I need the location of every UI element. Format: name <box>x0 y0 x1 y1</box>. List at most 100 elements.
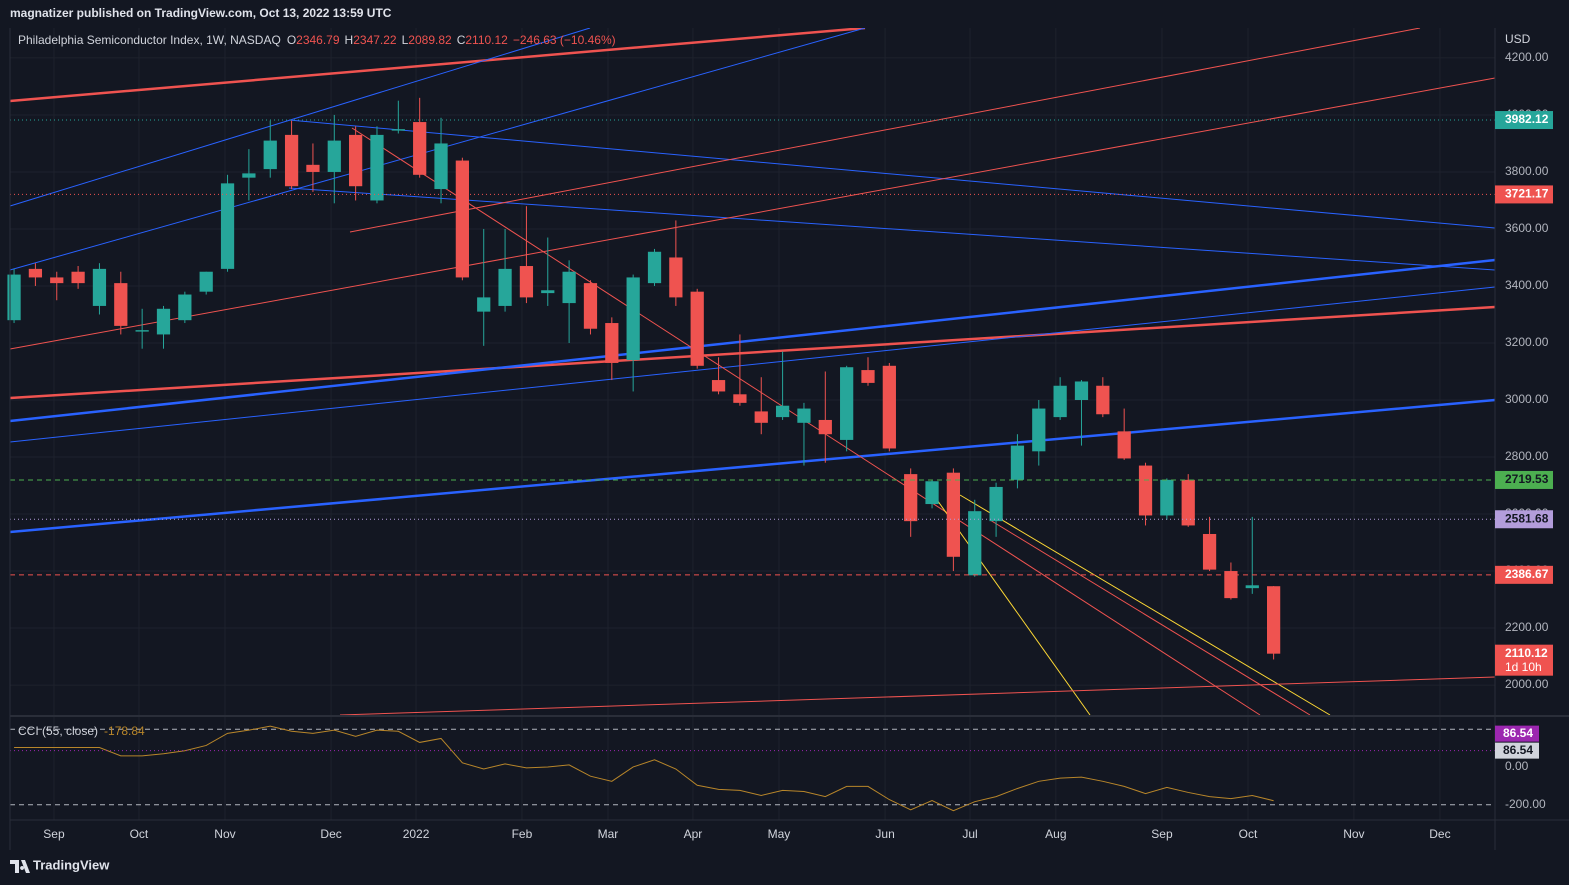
candle-body <box>925 481 939 505</box>
y-tick-label: 3000.00 <box>1505 392 1549 406</box>
y-tick-label: 3400.00 <box>1505 278 1549 292</box>
price-label: 2581.68 <box>1505 511 1549 525</box>
candle-body <box>669 257 683 298</box>
logo <box>10 860 30 873</box>
candle-body <box>263 140 277 170</box>
y-tick-label: 3200.00 <box>1505 335 1549 349</box>
x-tick-label: Mar <box>598 827 619 841</box>
axes <box>0 28 1569 850</box>
candle-body <box>840 367 854 440</box>
bottom-bar <box>0 850 1569 885</box>
legend-title: Philadelphia Semiconductor Index, 1W, NA… <box>18 33 281 47</box>
candle-body <box>434 143 448 190</box>
x-tick-label: Jun <box>875 827 894 841</box>
candle-body <box>1010 445 1025 480</box>
indicator-value: -178.84 <box>104 724 145 738</box>
trend-line <box>9 286 1496 443</box>
grid <box>10 28 1495 820</box>
candle-body <box>1074 381 1089 401</box>
candle-body <box>1117 431 1131 459</box>
price-label-box <box>1495 470 1553 489</box>
candle-body <box>1245 585 1259 589</box>
ohlc-value: 2346.79 <box>296 33 340 47</box>
x-tick-label: Dec <box>320 827 341 841</box>
candle-body <box>477 297 491 312</box>
x-tick-label: Sep <box>43 827 65 841</box>
currency: USD <box>1505 32 1531 46</box>
candle-body <box>7 274 21 321</box>
trend-line <box>9 305 1496 400</box>
price-label-box <box>1495 185 1553 204</box>
indicator-line <box>14 725 1274 812</box>
ohlc-key: H <box>345 33 354 47</box>
last-price-label: 2110.12 <box>1505 646 1548 660</box>
candle-body <box>626 277 640 361</box>
candle-body <box>904 474 918 522</box>
indicator-legend: CCI (55, close) -178.84 <box>18 724 145 738</box>
candle-body <box>327 140 341 172</box>
candle-body <box>541 290 555 294</box>
legend: Philadelphia Semiconductor Index, 1W, NA… <box>18 33 616 47</box>
candle-body <box>349 134 363 187</box>
y-tick-label: 0.00 <box>1505 759 1529 773</box>
candle-body <box>220 183 235 269</box>
countdown-label: 1d 10h <box>1505 660 1542 674</box>
candle-body <box>583 283 598 329</box>
marker-label: 86.54 <box>1503 743 1533 757</box>
ohlc-key: C <box>457 33 466 47</box>
candle-body <box>391 129 405 131</box>
candle-body <box>797 408 811 423</box>
indicator-title: CCI (55, close) <box>18 724 98 738</box>
x-tick-label: Oct <box>1239 827 1258 841</box>
ohlc-key: O <box>287 33 296 47</box>
candle-body <box>135 330 149 332</box>
marker-box <box>1495 742 1539 759</box>
x-tick-label: Nov <box>214 827 235 841</box>
candle-body <box>1181 479 1195 526</box>
candle-body <box>498 268 512 306</box>
candle-body <box>370 134 384 201</box>
ohlc-key: L <box>402 33 409 47</box>
candle-body <box>284 134 299 187</box>
x-tick-label: Jul <box>962 827 977 841</box>
trend-line <box>9 77 1496 350</box>
marker-box <box>1495 725 1539 742</box>
candle-body <box>754 411 768 423</box>
change: −246.63 (−10.46%) <box>513 33 616 47</box>
candle-body <box>989 486 1003 522</box>
candle-body <box>861 370 875 383</box>
candle-body <box>1096 385 1110 415</box>
trend-line <box>9 398 1496 534</box>
candle-body <box>242 173 256 178</box>
candle-body <box>519 266 534 298</box>
top-bar <box>0 0 1569 28</box>
price-label-box <box>1495 111 1553 130</box>
candle-body <box>156 308 171 335</box>
candle-body <box>882 365 896 449</box>
price-label: 2719.53 <box>1505 472 1549 486</box>
trend-line <box>349 27 1421 233</box>
ohlc-value: 2110.12 <box>465 33 508 47</box>
candle-body <box>1032 408 1046 452</box>
candle-body <box>818 419 832 435</box>
x-tick-label: Oct <box>130 827 149 841</box>
y-tick-label: 4200.00 <box>1505 50 1549 64</box>
x-tick-label: Feb <box>512 827 533 841</box>
candle-body <box>968 511 982 576</box>
y-tick-label: 3600.00 <box>1505 221 1549 235</box>
price-label-box <box>1495 510 1553 529</box>
candle-body <box>71 271 85 284</box>
x-tick-label: Dec <box>1429 827 1450 841</box>
y-tick-label: 2200.00 <box>1505 620 1549 634</box>
time-axis <box>0 820 1569 850</box>
candle-body <box>178 294 192 321</box>
candle-body <box>114 283 128 326</box>
y-tick-label: -200.00 <box>1505 797 1546 811</box>
candle-body <box>733 394 747 403</box>
x-tick-label: 2022 <box>403 827 430 841</box>
candle-body <box>946 472 961 557</box>
price-label: 3982.12 <box>1505 112 1549 126</box>
candle-body <box>306 164 320 172</box>
x-tick-label: Nov <box>1343 827 1364 841</box>
